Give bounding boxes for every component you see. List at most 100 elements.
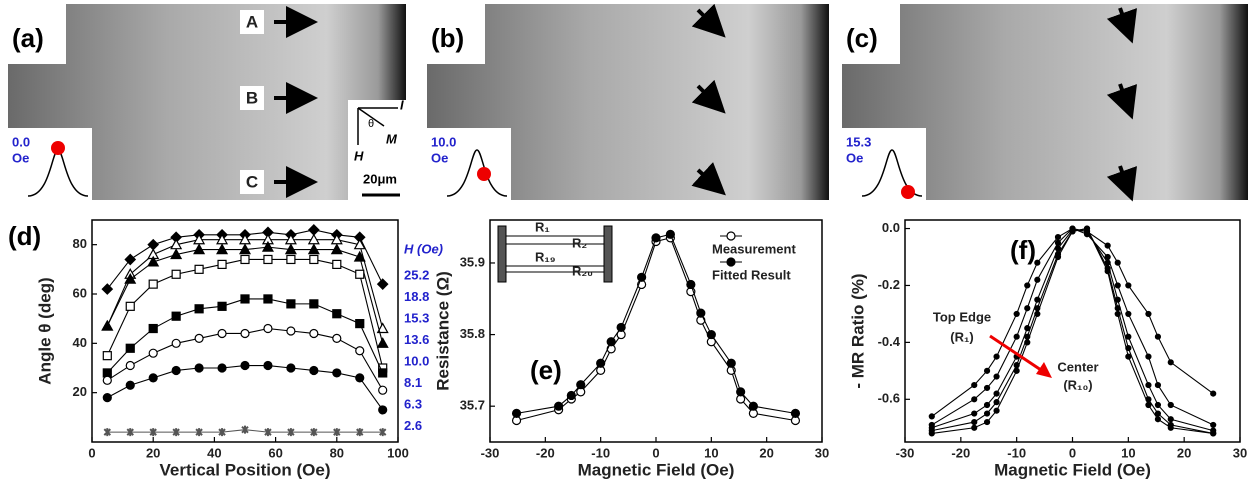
annotation: (R₁₀) — [1063, 377, 1092, 392]
data-point — [149, 325, 157, 333]
data-point — [1155, 411, 1160, 416]
data-point — [972, 420, 977, 425]
data-point — [172, 270, 180, 278]
y-tick-label: 35.7 — [460, 398, 485, 413]
data-point — [148, 240, 158, 250]
x-tick-label: -10 — [1007, 445, 1026, 460]
x-tick-label: 0 — [88, 445, 95, 460]
field-unit: Oe — [431, 150, 448, 165]
data-point — [1126, 311, 1131, 316]
data-point — [379, 386, 387, 394]
data-point — [103, 352, 111, 360]
x-tick-label: -30 — [481, 445, 500, 460]
data-point — [972, 383, 977, 388]
data-point — [1126, 283, 1131, 288]
data-point — [1155, 334, 1160, 339]
figure: (a) A B C 0.0 Oe I θ M H 20μm (b) 10.0 O… — [0, 0, 1254, 480]
data-point — [241, 362, 249, 370]
data-point — [1126, 334, 1131, 339]
data-point — [1155, 383, 1160, 388]
x-tick-label: 10 — [1121, 445, 1135, 460]
data-point — [1105, 255, 1110, 260]
data-point — [333, 369, 341, 377]
y-axis-label: Resistance (Ω) — [433, 271, 452, 390]
data-point — [103, 376, 111, 384]
data-point — [126, 344, 134, 352]
inset-label: R₁₉ — [535, 249, 556, 264]
data-point — [356, 347, 364, 355]
inset-electrode — [604, 226, 612, 282]
data-point — [707, 331, 715, 339]
data-point — [1035, 277, 1040, 282]
data-point — [994, 354, 999, 359]
x-tick-label: 20 — [1177, 445, 1191, 460]
field-value: 15.3 — [846, 134, 871, 149]
data-point — [1025, 283, 1030, 288]
data-point — [1211, 422, 1216, 427]
x-tick-label: -20 — [536, 445, 555, 460]
data-point — [985, 403, 990, 408]
data-point — [287, 327, 295, 335]
series-line — [107, 366, 382, 410]
y-axis-label: - MR Ratio (%) — [848, 273, 867, 388]
panel-label: (f) — [1010, 235, 1036, 265]
data-point — [149, 280, 157, 288]
data-point — [310, 300, 318, 308]
data-point — [1035, 297, 1040, 302]
data-point — [652, 234, 660, 242]
data-point — [666, 230, 674, 238]
arrow-label: A — [246, 12, 258, 31]
y-axis-label: Angle θ (deg) — [35, 277, 54, 384]
data-point — [985, 385, 990, 390]
legend-label: 25.2 — [404, 267, 429, 282]
data-point — [172, 339, 180, 347]
panel-label: (c) — [846, 23, 878, 53]
legend-marker — [727, 258, 735, 266]
data-point — [241, 329, 249, 337]
data-point — [125, 254, 135, 264]
data-point — [126, 362, 134, 370]
data-point — [310, 255, 318, 263]
data-point — [172, 312, 180, 320]
data-point — [697, 309, 705, 317]
data-point — [727, 359, 735, 367]
x-axis-label: Magnetic Field (Oe) — [578, 460, 735, 479]
data-point — [1055, 240, 1060, 245]
y-tick-label: 35.9 — [460, 254, 485, 269]
axis-symbol: I — [400, 97, 404, 112]
field-value: 10.0 — [431, 134, 456, 149]
data-point — [126, 302, 134, 310]
data-point — [687, 280, 695, 288]
data-point — [1168, 417, 1173, 422]
data-point — [379, 406, 387, 414]
data-point — [1126, 354, 1131, 359]
data-point — [1211, 391, 1216, 396]
data-point — [737, 388, 745, 396]
x-tick-label: 0 — [1069, 445, 1076, 460]
data-point — [379, 369, 387, 377]
data-point — [356, 374, 364, 382]
y-tick-label: 35.8 — [460, 326, 485, 341]
data-point — [1105, 269, 1110, 274]
data-point — [264, 295, 272, 303]
arrow-label: B — [246, 88, 258, 107]
panel-label: (e) — [530, 355, 562, 385]
x-tick-label: 60 — [268, 445, 282, 460]
data-point — [555, 402, 563, 410]
image-panel-c: (c) 15.3 Oe — [842, 4, 1248, 200]
data-point — [1168, 403, 1173, 408]
legend-label: 15.3 — [404, 310, 429, 325]
y-tick-label: -0.2 — [878, 277, 900, 292]
data-point — [1115, 260, 1120, 265]
data-point — [103, 369, 111, 377]
x-tick-label: -20 — [951, 445, 970, 460]
data-point — [972, 397, 977, 402]
x-tick-label: 100 — [387, 445, 409, 460]
data-point — [994, 391, 999, 396]
legend-label: 18.8 — [404, 289, 429, 304]
y-tick-label: 60 — [73, 285, 87, 300]
data-point — [1025, 340, 1030, 345]
series-line — [932, 229, 1213, 425]
data-point — [1070, 229, 1075, 234]
data-point — [333, 310, 341, 318]
